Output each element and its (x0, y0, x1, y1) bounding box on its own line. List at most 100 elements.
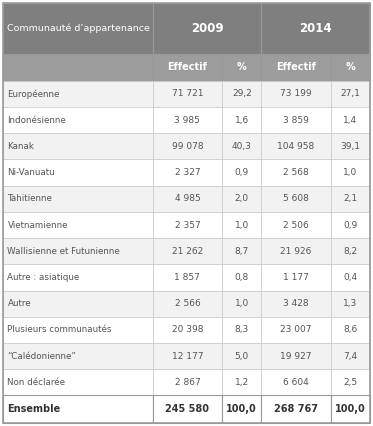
Text: 1,4: 1,4 (343, 115, 357, 125)
Bar (261, 186, 331, 212)
Bar (222, 159, 261, 186)
Bar (261, 212, 331, 238)
Text: 2014: 2014 (300, 22, 332, 35)
Text: 20 398: 20 398 (172, 325, 203, 334)
Bar (3, 395, 153, 423)
Bar (331, 212, 370, 238)
Bar (3, 317, 153, 343)
Bar (331, 107, 370, 133)
Text: 1,0: 1,0 (343, 168, 357, 177)
Bar (331, 238, 370, 265)
Text: 1,2: 1,2 (235, 378, 249, 387)
Bar (3, 343, 153, 369)
Bar (331, 317, 370, 343)
Bar (153, 159, 222, 186)
Text: 2 568: 2 568 (283, 168, 309, 177)
Text: 2,1: 2,1 (343, 194, 357, 203)
Bar (222, 133, 261, 159)
Text: 29,2: 29,2 (232, 89, 252, 98)
Bar (153, 54, 222, 81)
Bar (222, 265, 261, 291)
Text: 1 177: 1 177 (283, 273, 309, 282)
Text: Kanak: Kanak (7, 142, 34, 151)
Text: 8,3: 8,3 (235, 325, 249, 334)
Text: “Calédonienne”: “Calédonienne” (7, 351, 76, 361)
Bar (331, 369, 370, 395)
Bar (331, 265, 370, 291)
Text: 40,3: 40,3 (232, 142, 252, 151)
Text: 1,0: 1,0 (235, 299, 249, 308)
Bar (153, 343, 222, 369)
Text: 2,0: 2,0 (235, 194, 249, 203)
Bar (153, 395, 222, 423)
Bar (261, 343, 331, 369)
Bar (222, 343, 261, 369)
Bar (222, 238, 261, 265)
Bar (261, 107, 331, 133)
Bar (331, 133, 370, 159)
Text: 0,8: 0,8 (235, 273, 249, 282)
Bar (261, 3, 370, 54)
Bar (153, 291, 222, 317)
Bar (3, 212, 153, 238)
Text: 3 428: 3 428 (283, 299, 309, 308)
Text: Effectif: Effectif (276, 62, 316, 72)
Bar (331, 395, 370, 423)
Bar (3, 238, 153, 265)
Bar (222, 54, 261, 81)
Text: Plusieurs communautés: Plusieurs communautés (7, 325, 112, 334)
Text: Européenne: Européenne (7, 89, 60, 99)
Text: 19 927: 19 927 (280, 351, 312, 361)
Text: 2 566: 2 566 (175, 299, 200, 308)
Text: 5 608: 5 608 (283, 194, 309, 203)
Text: 0,9: 0,9 (235, 168, 249, 177)
Bar (153, 317, 222, 343)
Bar (261, 54, 331, 81)
Text: %: % (345, 62, 355, 72)
Bar (3, 291, 153, 317)
Bar (153, 81, 222, 107)
Text: 2009: 2009 (191, 22, 223, 35)
Bar (261, 133, 331, 159)
Bar (331, 291, 370, 317)
Bar (153, 212, 222, 238)
Text: Ni-Vanuatu: Ni-Vanuatu (7, 168, 55, 177)
Bar (261, 81, 331, 107)
Bar (261, 369, 331, 395)
Text: 2 506: 2 506 (283, 221, 309, 230)
Text: 245 580: 245 580 (166, 404, 209, 414)
Text: 21 262: 21 262 (172, 247, 203, 256)
Bar (222, 395, 261, 423)
Bar (3, 81, 153, 107)
Bar (3, 186, 153, 212)
Bar (153, 369, 222, 395)
Bar (222, 81, 261, 107)
Bar (3, 54, 153, 81)
Text: Non déclarée: Non déclarée (7, 378, 65, 387)
Bar (3, 159, 153, 186)
Text: 1 857: 1 857 (175, 273, 200, 282)
Text: 104 958: 104 958 (278, 142, 315, 151)
Text: 4 985: 4 985 (175, 194, 200, 203)
Text: %: % (237, 62, 247, 72)
Bar (331, 81, 370, 107)
Text: 6 604: 6 604 (283, 378, 309, 387)
Bar (261, 265, 331, 291)
Text: 99 078: 99 078 (172, 142, 203, 151)
Text: Vietnamienne: Vietnamienne (7, 221, 68, 230)
Text: 73 199: 73 199 (280, 89, 312, 98)
Bar (222, 212, 261, 238)
Bar (222, 317, 261, 343)
Text: 100,0: 100,0 (226, 404, 257, 414)
Bar (261, 395, 331, 423)
Text: 23 007: 23 007 (280, 325, 312, 334)
Text: Ensemble: Ensemble (7, 404, 61, 414)
Bar (261, 159, 331, 186)
Text: 0,9: 0,9 (343, 221, 357, 230)
Text: Communauté d’appartenance: Communauté d’appartenance (7, 24, 150, 33)
Text: 7,4: 7,4 (343, 351, 357, 361)
Text: 268 767: 268 767 (274, 404, 318, 414)
Bar (153, 186, 222, 212)
Bar (331, 54, 370, 81)
Text: 8,7: 8,7 (235, 247, 249, 256)
